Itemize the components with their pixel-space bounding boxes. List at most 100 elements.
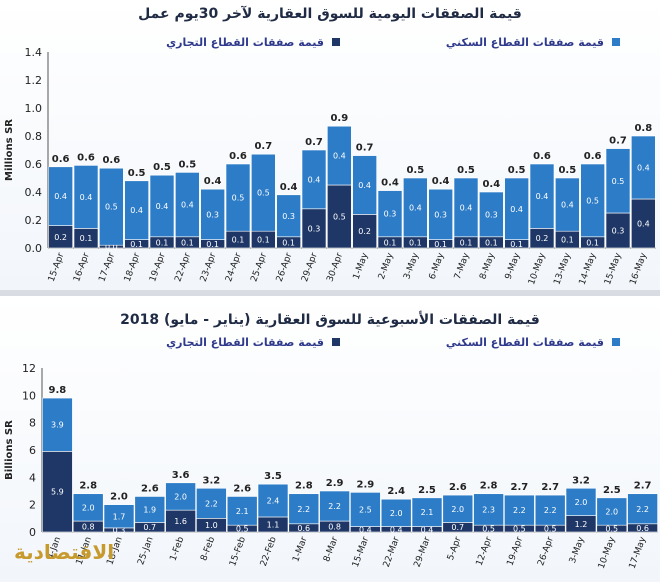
data-label-commercial: 1.6	[174, 517, 187, 526]
category-label: 17-Apr	[97, 251, 117, 283]
category-label: 1-May	[352, 251, 371, 281]
data-label-commercial: 0.2	[358, 227, 371, 236]
bar-residential	[327, 125, 352, 186]
total-label: 3.5	[264, 471, 282, 482]
y-tick-label: 0.4	[25, 186, 43, 199]
total-label: 0.8	[634, 123, 652, 134]
bar-residential	[226, 496, 258, 526]
category-label: 19-Apr	[506, 535, 526, 567]
category-label: 30-Apr	[325, 251, 345, 283]
data-label-commercial: 0.3	[308, 224, 321, 233]
bar-residential	[411, 497, 443, 527]
data-label-residential: 3.9	[51, 421, 64, 430]
data-label-commercial: 0.0	[105, 243, 118, 252]
data-label-residential: 0.3	[485, 210, 498, 219]
total-label: 2.0	[110, 492, 128, 503]
data-label-commercial: 0.1	[181, 238, 194, 247]
data-label-residential: 0.4	[460, 203, 473, 212]
data-label-commercial: 0.1	[80, 234, 93, 243]
legend-label: قيمة صفقات القطاع التجاري	[166, 336, 324, 349]
total-label: 0.4	[482, 179, 500, 190]
category-label: 24-Apr	[224, 251, 244, 283]
category-label: 15-Mar	[351, 535, 371, 568]
total-label: 2.8	[295, 481, 313, 492]
bar-residential	[196, 487, 227, 519]
data-label-residential: 2.0	[575, 498, 588, 507]
data-label-residential: 0.3	[384, 210, 397, 219]
category-label: 8-Feb	[199, 535, 217, 562]
bar-residential	[596, 497, 628, 526]
category-label: 7-May	[453, 251, 472, 281]
y-tick-label: 12	[22, 362, 36, 375]
data-label-commercial: 0.1	[409, 238, 422, 247]
data-label-residential: 0.4	[358, 181, 371, 190]
data-label-residential: 2.2	[205, 499, 218, 508]
total-label: 0.7	[254, 141, 272, 152]
bar-commercial	[42, 451, 73, 533]
data-label-residential: 0.3	[434, 210, 447, 219]
data-label-commercial: 1.1	[267, 520, 280, 529]
data-label-commercial: 0.5	[605, 525, 618, 534]
total-label: 0.6	[533, 151, 551, 162]
category-label: 15-Apr	[47, 251, 67, 283]
data-label-commercial: 0.1	[510, 240, 523, 249]
data-label-residential: 2.1	[236, 507, 249, 516]
total-label: 2.5	[603, 485, 621, 496]
data-label-residential: 0.5	[586, 196, 599, 205]
bar-residential	[48, 166, 73, 226]
category-label: 16-May	[628, 251, 649, 286]
data-label-residential: 1.7	[113, 512, 126, 521]
data-label-residential: 0.5	[257, 189, 270, 198]
data-label-residential: 0.4	[637, 164, 650, 173]
data-label-commercial: 0.1	[586, 238, 599, 247]
category-label: 17-May	[628, 535, 649, 570]
total-label: 0.6	[102, 155, 120, 166]
bar-residential	[103, 504, 135, 529]
data-label-residential: 0.4	[333, 152, 346, 161]
y-tick-label: 4	[29, 471, 36, 484]
bar-residential	[200, 188, 225, 240]
bar-residential	[352, 155, 377, 215]
data-label-commercial: 0.1	[485, 238, 498, 247]
bar-residential	[377, 190, 403, 238]
category-label: 29-Mar	[413, 535, 433, 568]
daily-chart-panel: قيمة الصفقات اليومية للسوق العقارية لآخر…	[0, 0, 660, 290]
total-label: 2.7	[511, 482, 529, 493]
legend-label: قيمة صفقات القطاع السكني	[446, 336, 604, 349]
data-label-residential: 0.4	[130, 206, 143, 215]
y-tick-label: 1.0	[25, 102, 43, 115]
total-label: 2.6	[233, 483, 251, 494]
total-label: 2.5	[418, 485, 436, 496]
category-label: 10-May	[527, 251, 548, 286]
data-label-commercial: 0.8	[328, 523, 341, 532]
total-label: 2.8	[480, 481, 498, 492]
bar-residential	[580, 163, 605, 238]
bar-residential	[428, 188, 453, 240]
total-label: 0.5	[457, 165, 475, 176]
bar-residential	[124, 180, 149, 240]
data-label-residential: 0.3	[206, 210, 219, 219]
data-label-residential: 2.1	[421, 508, 434, 517]
data-label-residential: 2.0	[451, 505, 464, 514]
total-label: 0.5	[153, 162, 171, 173]
bar-residential	[442, 494, 474, 523]
category-label: 23-Apr	[199, 251, 219, 283]
bar-residential	[225, 163, 251, 232]
total-label: 2.9	[326, 478, 344, 489]
category-label: 9-May	[504, 251, 523, 281]
category-label: 8-Mar	[322, 535, 340, 563]
data-label-residential: 1.9	[143, 505, 156, 514]
data-label-residential: 0.4	[156, 202, 169, 211]
bar-residential	[149, 174, 175, 238]
data-label-residential: 0.5	[232, 194, 245, 203]
category-label: 25-Apr	[249, 251, 269, 283]
bar-commercial	[605, 212, 631, 249]
category-label: 26-Apr	[536, 535, 556, 567]
data-label-commercial: 0.1	[257, 236, 270, 245]
y-axis-title: Millions SR	[4, 119, 15, 181]
y-tick-label: 8	[29, 417, 36, 430]
data-label-commercial: 0.5	[333, 213, 346, 222]
data-label-residential: 2.2	[544, 506, 557, 515]
total-label: 0.4	[204, 176, 222, 187]
bar-commercial	[327, 184, 352, 249]
